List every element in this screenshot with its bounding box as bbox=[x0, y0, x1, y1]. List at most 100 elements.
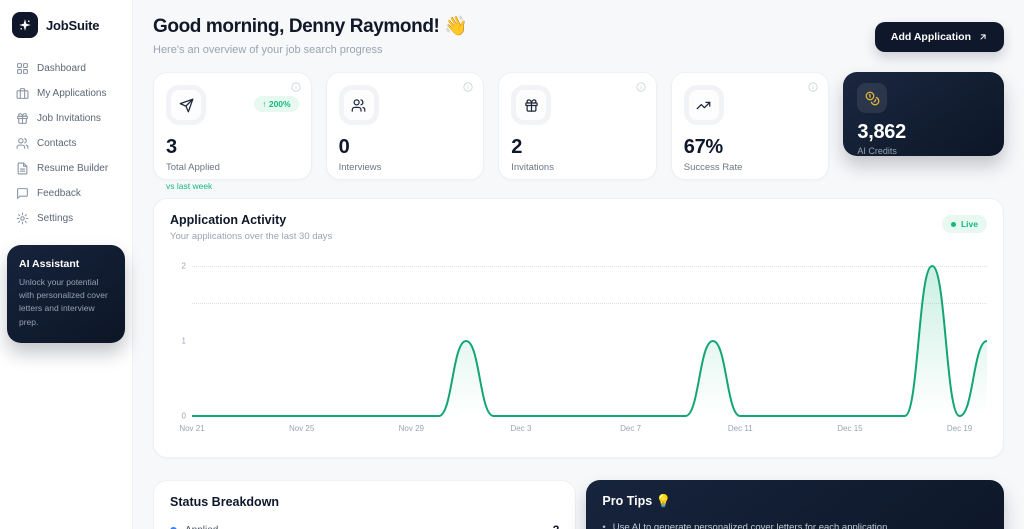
info-icon[interactable] bbox=[463, 82, 473, 92]
status-value: 3 bbox=[553, 523, 560, 529]
gridline bbox=[192, 266, 987, 267]
icon-tile bbox=[683, 85, 724, 125]
stat-card-invitations[interactable]: 2 Invitations bbox=[498, 72, 657, 180]
status-breakdown-title: Status Breakdown bbox=[170, 495, 280, 509]
credits-label: AI Credits bbox=[857, 146, 897, 156]
sidebar-item-label: Job Invitations bbox=[37, 113, 101, 124]
x-tick-label: Dec 3 bbox=[510, 424, 532, 433]
page-subtitle: Here's an overview of your job search pr… bbox=[153, 44, 383, 56]
sidebar-item-resume-builder[interactable]: Resume Builder bbox=[0, 156, 132, 181]
sidebar-item-job-invitations[interactable]: Job Invitations bbox=[0, 106, 132, 131]
tip-text: Use AI to generate personalized cover le… bbox=[612, 522, 888, 529]
sidebar-nav: Dashboard My Applications Job Invitation… bbox=[0, 56, 132, 231]
x-tick-label: Dec 19 bbox=[946, 424, 973, 433]
stats-row: ↑ 200% 3 Total Applied vs last week 0 In… bbox=[153, 72, 1004, 191]
y-tick-label: 0 bbox=[181, 411, 186, 421]
live-dot-icon bbox=[950, 221, 956, 227]
stat-label: Total Applied bbox=[166, 162, 220, 173]
sidebar-item-dashboard[interactable]: Dashboard bbox=[0, 56, 132, 81]
sidebar-item-label: Contacts bbox=[37, 138, 77, 149]
credits-value: 3,862 bbox=[857, 121, 906, 143]
users-icon bbox=[351, 98, 366, 112]
ai-assistant-title: AI Assistant bbox=[19, 258, 80, 270]
gift-icon bbox=[524, 98, 538, 112]
info-icon[interactable] bbox=[291, 82, 301, 92]
y-tick-label: 1 bbox=[181, 336, 186, 346]
y-tick-label: 2 bbox=[181, 261, 186, 271]
sidebar-item-contacts[interactable]: Contacts bbox=[0, 131, 132, 156]
icon-tile bbox=[166, 85, 206, 125]
sidebar-item-settings[interactable]: Settings bbox=[0, 206, 132, 231]
stat-card-interviews[interactable]: 0 Interviews bbox=[325, 72, 485, 180]
ai-assistant-card[interactable]: AI Assistant Unlock your potential with … bbox=[7, 245, 125, 343]
status-row-applied[interactable]: Applied 3 bbox=[170, 523, 559, 529]
pro-tips-title: Pro Tips 💡 bbox=[602, 494, 672, 508]
info-icon[interactable] bbox=[636, 82, 646, 92]
bullet-icon: • bbox=[602, 522, 606, 529]
stat-label: Invitations bbox=[511, 162, 554, 173]
status-breakdown-card: Status Breakdown Applied 3 bbox=[153, 480, 577, 529]
x-tick-label: Dec 15 bbox=[837, 424, 863, 433]
live-badge: Live bbox=[941, 215, 987, 233]
add-application-button[interactable]: Add Application bbox=[874, 22, 1004, 52]
stat-label: Success Rate bbox=[683, 162, 743, 173]
sidebar-item-feedback[interactable]: Feedback bbox=[0, 181, 132, 206]
tip-item: • Use AI to generate personalized cover … bbox=[602, 522, 988, 529]
sidebar-item-label: Feedback bbox=[37, 188, 81, 199]
app-name: JobSuite bbox=[46, 17, 100, 33]
arrow-up-right-icon bbox=[980, 34, 986, 40]
chart-plot[interactable] bbox=[192, 258, 987, 418]
briefcase-icon bbox=[16, 88, 29, 99]
x-tick-label: Dec 11 bbox=[727, 424, 753, 433]
growth-badge: ↑ 200% bbox=[254, 96, 299, 112]
info-icon[interactable] bbox=[808, 82, 818, 92]
sidebar-item-label: Dashboard bbox=[37, 63, 86, 74]
chart-title: Application Activity bbox=[170, 213, 287, 227]
icon-tile bbox=[338, 85, 379, 125]
sparkle-logo-icon bbox=[12, 12, 38, 38]
page-title: Good morning, Denny Raymond! 👋 bbox=[153, 16, 468, 37]
sidebar-item-label: Resume Builder bbox=[37, 163, 109, 174]
chart-area: 2 1 0 bbox=[170, 258, 987, 421]
page-header: Good morning, Denny Raymond! 👋 Here's an… bbox=[153, 14, 1004, 56]
pro-tips-card: Pro Tips 💡 • Use AI to generate personal… bbox=[586, 480, 1004, 529]
live-badge-label: Live bbox=[960, 219, 978, 229]
trend-up-icon bbox=[696, 101, 711, 109]
stat-card-success-rate[interactable]: 67% Success Rate bbox=[670, 72, 830, 180]
status-dot-icon bbox=[170, 526, 177, 529]
sidebar-item-my-applications[interactable]: My Applications bbox=[0, 81, 132, 106]
bottom-row: Status Breakdown Applied 3 Pro Tips 💡 • … bbox=[153, 480, 1004, 529]
stat-card-total-applied[interactable]: ↑ 200% 3 Total Applied vs last week bbox=[153, 72, 312, 191]
application-activity-card: Application Activity Your applications o… bbox=[153, 198, 1004, 458]
stat-footnote: vs last week bbox=[166, 181, 213, 191]
chart-subtitle: Your applications over the last 30 days bbox=[170, 231, 333, 242]
chat-icon bbox=[17, 188, 28, 199]
main-content: Good morning, Denny Raymond! 👋 Here's an… bbox=[133, 0, 1024, 529]
sidebar-item-label: My Applications bbox=[37, 88, 107, 99]
activity-line-chart bbox=[192, 264, 987, 418]
status-label: Applied bbox=[185, 525, 218, 529]
ai-credits-card[interactable]: 3,862 AI Credits bbox=[843, 72, 1004, 156]
stat-value: 67% bbox=[683, 136, 723, 158]
dashboard-grid-icon bbox=[17, 63, 28, 74]
icon-tile bbox=[857, 83, 888, 113]
app-logo: JobSuite bbox=[0, 12, 132, 38]
document-icon bbox=[17, 162, 28, 175]
stat-value: 3 bbox=[166, 136, 177, 158]
stat-label: Interviews bbox=[338, 162, 382, 173]
paper-plane-icon bbox=[179, 98, 193, 112]
sidebar: JobSuite Dashboard My Applications Job I… bbox=[0, 0, 133, 529]
users-icon bbox=[16, 138, 29, 149]
x-tick-label: Nov 21 bbox=[179, 424, 205, 433]
gridline bbox=[192, 303, 987, 304]
gift-icon bbox=[17, 113, 28, 124]
stat-value: 2 bbox=[511, 136, 523, 158]
x-tick-label: Nov 29 bbox=[398, 424, 424, 433]
gear-icon bbox=[16, 212, 29, 225]
x-axis: Nov 21 Nov 25 Nov 29 Dec 3 Dec 7 Dec 11 Dec 15… bbox=[179, 422, 987, 436]
y-axis: 2 1 0 bbox=[170, 258, 192, 421]
ai-assistant-description: Unlock your potential with personalized … bbox=[19, 277, 108, 327]
coins-icon bbox=[865, 91, 880, 105]
sidebar-item-label: Settings bbox=[37, 213, 74, 224]
add-application-label: Add Application bbox=[890, 31, 971, 43]
